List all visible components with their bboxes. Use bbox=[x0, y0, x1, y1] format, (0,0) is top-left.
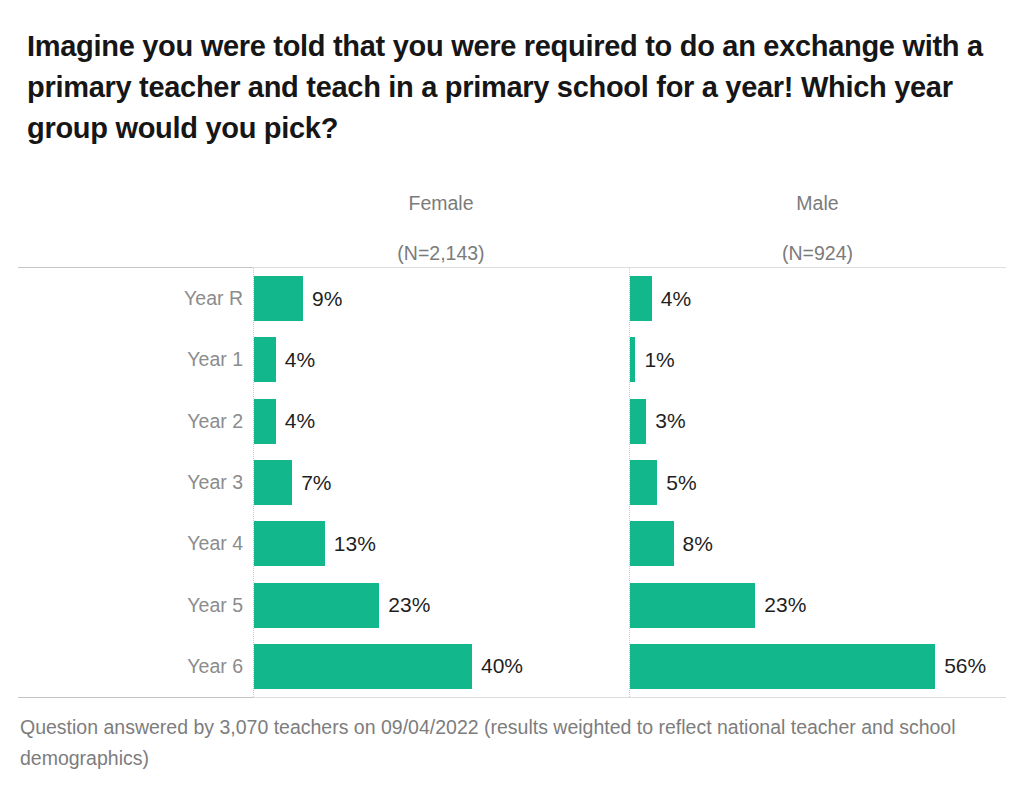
female-column-header: Female (N=2,143) bbox=[253, 192, 629, 268]
bar-female-year-r bbox=[254, 276, 303, 321]
bar-male-year-4 bbox=[630, 521, 674, 566]
female-sample-size: (N=2,143) bbox=[253, 242, 629, 265]
bar-female-year-1 bbox=[254, 337, 276, 382]
bar-value-female-year-r: 9% bbox=[312, 268, 342, 329]
bar-value-female-year-6: 40% bbox=[481, 636, 523, 697]
female-series-name: Female bbox=[253, 192, 629, 215]
bar-male-year-5 bbox=[630, 583, 755, 628]
bar-value-female-year-5: 23% bbox=[388, 575, 430, 636]
category-label-year-r: Year R bbox=[20, 268, 243, 329]
bottom-rule-label-segment bbox=[18, 697, 253, 698]
bar-value-male-year-r: 4% bbox=[661, 268, 691, 329]
male-sample-size: (N=924) bbox=[629, 242, 1006, 265]
bar-value-male-year-6: 56% bbox=[944, 636, 986, 697]
bar-female-year-2 bbox=[254, 399, 276, 444]
category-label-year-1: Year 1 bbox=[20, 329, 243, 390]
bar-female-year-4 bbox=[254, 521, 325, 566]
bar-male-year-6 bbox=[630, 644, 935, 689]
category-label-year-2: Year 2 bbox=[20, 391, 243, 452]
category-label-year-6: Year 6 bbox=[20, 636, 243, 697]
bar-male-year-1 bbox=[630, 337, 635, 382]
bar-male-year-r bbox=[630, 276, 652, 321]
chart-footnote: Question answered by 3,070 teachers on 0… bbox=[20, 712, 970, 774]
female-bar-panel: 9%4%4%7%13%23%40% bbox=[253, 268, 629, 697]
bar-male-year-2 bbox=[630, 399, 646, 444]
male-column-header: Male (N=924) bbox=[629, 192, 1006, 268]
bar-value-male-year-3: 5% bbox=[666, 452, 696, 513]
bar-value-female-year-3: 7% bbox=[301, 452, 331, 513]
bar-value-female-year-2: 4% bbox=[285, 391, 315, 452]
bottom-rule-chart-segment bbox=[253, 697, 1006, 698]
bar-value-male-year-5: 23% bbox=[764, 575, 806, 636]
male-bar-panel: 4%1%3%5%8% 23% 56% bbox=[629, 268, 1006, 697]
bar-male-year-3 bbox=[630, 460, 657, 505]
category-label-year-5: Year 5 bbox=[20, 575, 243, 636]
male-series-name: Male bbox=[629, 192, 1006, 215]
bar-female-year-6 bbox=[254, 644, 472, 689]
bar-value-male-year-2: 3% bbox=[655, 391, 685, 452]
bar-female-year-5 bbox=[254, 583, 379, 628]
bar-value-female-year-1: 4% bbox=[285, 329, 315, 390]
bar-value-male-year-1: 1% bbox=[644, 329, 674, 390]
bar-female-year-3 bbox=[254, 460, 292, 505]
bar-value-female-year-4: 13% bbox=[334, 513, 376, 574]
bar-value-male-year-4: 8% bbox=[683, 513, 713, 574]
category-labels: Year RYear 1Year 2Year 3Year 4Year 5Year… bbox=[20, 268, 243, 697]
chart-title: Imagine you were told that you were requ… bbox=[27, 26, 992, 149]
category-label-year-4: Year 4 bbox=[20, 513, 243, 574]
category-label-year-3: Year 3 bbox=[20, 452, 243, 513]
